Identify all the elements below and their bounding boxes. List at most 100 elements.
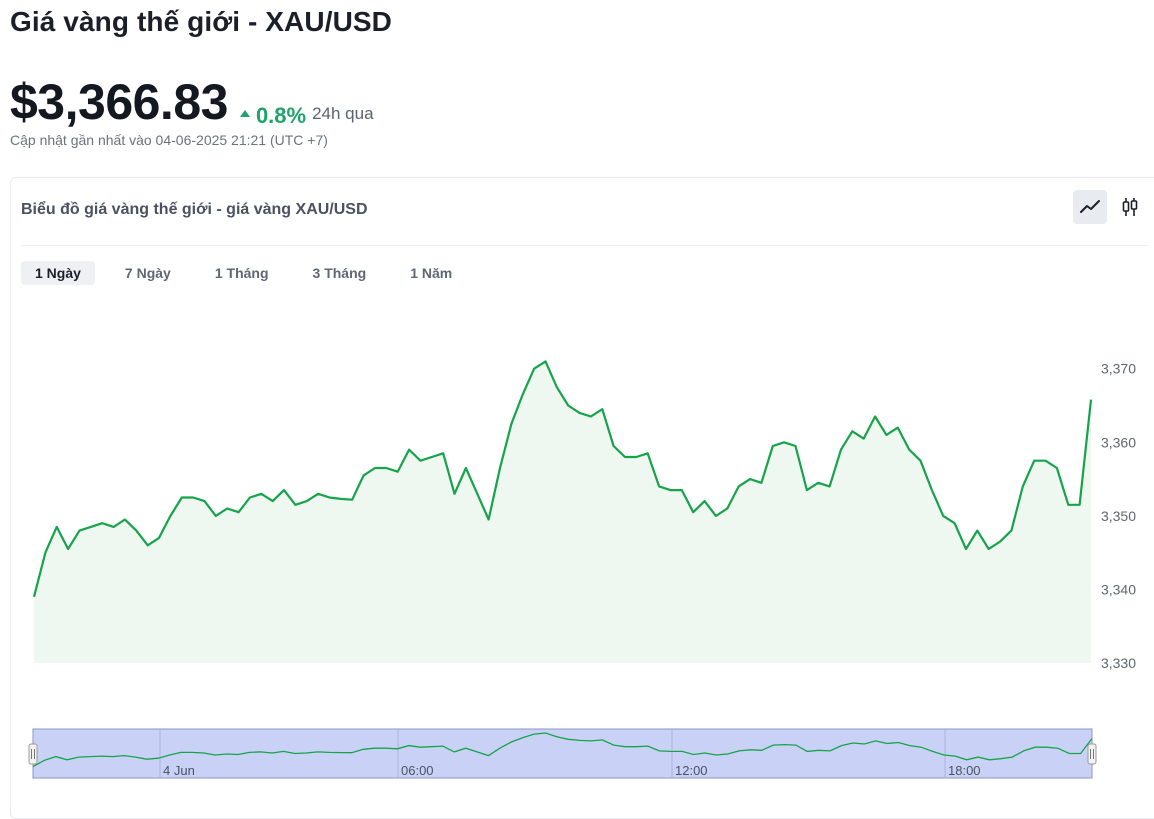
navigator-right-handle[interactable] (1087, 743, 1097, 765)
data-point[interactable] (896, 426, 900, 430)
data-point[interactable] (1055, 466, 1059, 470)
data-point[interactable] (907, 448, 911, 452)
data-point[interactable] (180, 496, 184, 500)
data-point[interactable] (237, 510, 241, 514)
data-point[interactable] (862, 437, 866, 441)
data-point[interactable] (305, 499, 309, 503)
data-point[interactable] (100, 521, 104, 525)
data-point[interactable] (612, 444, 616, 448)
data-point[interactable] (703, 499, 707, 503)
data-point[interactable] (373, 466, 377, 470)
tab-3-months[interactable]: 3 Tháng (312, 265, 367, 281)
data-point[interactable] (396, 470, 400, 474)
data-point[interactable] (725, 507, 729, 511)
data-point[interactable] (418, 459, 422, 463)
data-point[interactable] (623, 455, 627, 459)
data-point[interactable] (78, 529, 82, 533)
data-point[interactable] (43, 551, 47, 555)
data-point[interactable] (691, 510, 695, 514)
data-point[interactable] (748, 477, 752, 481)
data-point[interactable] (669, 488, 673, 492)
data-point[interactable] (430, 455, 434, 459)
tab-1-day[interactable]: 1 Ngày (21, 261, 95, 285)
data-point[interactable] (55, 525, 59, 529)
data-point[interactable] (464, 466, 468, 470)
data-point[interactable] (203, 499, 207, 503)
data-point[interactable] (112, 525, 116, 529)
data-point[interactable] (1032, 459, 1036, 463)
tab-1-month[interactable]: 1 Tháng (214, 265, 269, 281)
data-point[interactable] (805, 488, 809, 492)
data-point[interactable] (555, 385, 559, 389)
data-point[interactable] (134, 529, 138, 533)
data-point[interactable] (884, 433, 888, 437)
data-point[interactable] (123, 518, 127, 522)
tab-1-year[interactable]: 1 Năm (410, 265, 453, 281)
data-point[interactable] (293, 503, 297, 507)
data-point[interactable] (441, 451, 445, 455)
data-point[interactable] (350, 498, 354, 502)
data-point[interactable] (384, 466, 388, 470)
data-point[interactable] (487, 518, 491, 522)
data-point[interactable] (839, 448, 843, 452)
data-point[interactable] (657, 484, 661, 488)
data-point[interactable] (475, 492, 479, 496)
data-point[interactable] (794, 444, 798, 448)
data-point[interactable] (566, 404, 570, 408)
data-point[interactable] (168, 514, 172, 518)
navigator[interactable]: 4 Jun 06:00 12:00 18:00 (28, 728, 1097, 779)
data-point[interactable] (509, 422, 513, 426)
data-point[interactable] (930, 488, 934, 492)
data-point[interactable] (362, 473, 366, 477)
data-point[interactable] (339, 497, 343, 501)
data-point[interactable] (271, 499, 275, 503)
data-point[interactable] (987, 547, 991, 551)
data-point[interactable] (66, 547, 70, 551)
data-point[interactable] (498, 466, 502, 470)
data-point[interactable] (634, 455, 638, 459)
data-point[interactable] (919, 459, 923, 463)
data-point[interactable] (714, 514, 718, 518)
data-point[interactable] (89, 525, 93, 529)
data-point[interactable] (225, 507, 229, 511)
line-chart-button[interactable] (1073, 190, 1107, 224)
data-point[interactable] (600, 407, 604, 411)
data-point[interactable] (146, 543, 150, 547)
data-point[interactable] (759, 481, 763, 485)
data-point[interactable] (316, 492, 320, 496)
data-point[interactable] (953, 521, 957, 525)
data-point[interactable] (328, 496, 332, 500)
data-point[interactable] (873, 415, 877, 419)
data-point[interactable] (157, 536, 161, 540)
data-point[interactable] (816, 481, 820, 485)
data-point[interactable] (544, 359, 548, 363)
tab-7-days[interactable]: 7 Ngày (124, 265, 171, 281)
data-point[interactable] (1021, 484, 1025, 488)
data-point[interactable] (771, 444, 775, 448)
data-point[interactable] (1078, 503, 1082, 507)
data-point[interactable] (32, 595, 36, 599)
data-point[interactable] (941, 514, 945, 518)
data-point[interactable] (998, 540, 1002, 544)
data-point[interactable] (1066, 503, 1070, 507)
data-point[interactable] (1089, 398, 1093, 402)
data-point[interactable] (737, 484, 741, 488)
data-point[interactable] (1009, 529, 1013, 533)
data-point[interactable] (282, 488, 286, 492)
data-point[interactable] (1044, 459, 1048, 463)
candlestick-button[interactable] (1113, 190, 1147, 224)
data-point[interactable] (578, 411, 582, 415)
data-point[interactable] (782, 440, 786, 444)
data-point[interactable] (532, 367, 536, 371)
data-point[interactable] (521, 393, 525, 397)
data-point[interactable] (589, 415, 593, 419)
data-point[interactable] (964, 547, 968, 551)
navigator-left-handle[interactable] (28, 743, 38, 765)
data-point[interactable] (453, 492, 457, 496)
data-point[interactable] (850, 429, 854, 433)
data-point[interactable] (259, 492, 263, 496)
data-point[interactable] (680, 488, 684, 492)
data-point[interactable] (975, 529, 979, 533)
data-point[interactable] (828, 484, 832, 488)
data-point[interactable] (646, 451, 650, 455)
